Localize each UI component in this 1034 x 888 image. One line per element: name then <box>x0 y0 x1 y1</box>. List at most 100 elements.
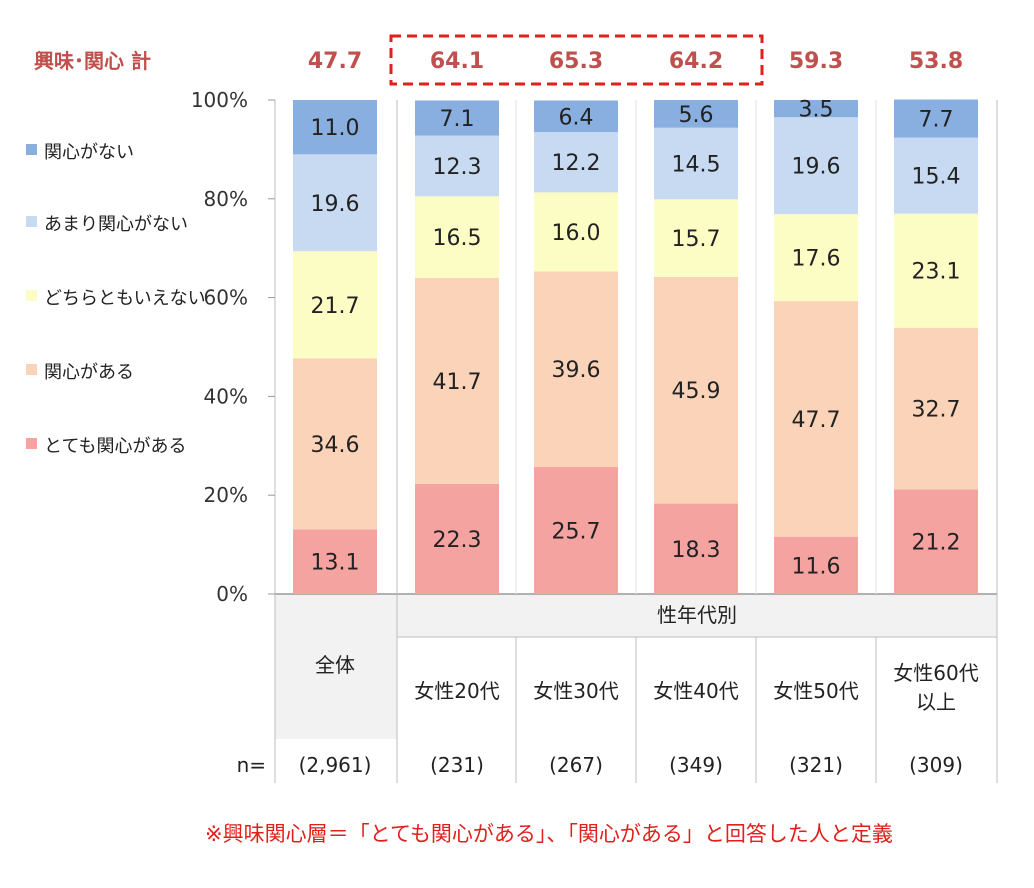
n-value: (321) <box>789 753 843 777</box>
bar-segment <box>415 483 499 594</box>
overall-header-bg <box>275 594 397 739</box>
y-tick-label: 40% <box>204 384 248 408</box>
legend-swatch <box>26 144 37 155</box>
bar-segment <box>894 137 978 214</box>
interest-total-value: 64.1 <box>430 49 484 74</box>
n-value: (231) <box>430 753 484 777</box>
bar-segment <box>894 213 978 328</box>
y-tick-label: 80% <box>204 187 248 211</box>
data-label: 47.7 <box>792 408 841 433</box>
legend-swatch <box>26 216 37 227</box>
data-label: 6.4 <box>559 105 594 130</box>
bar-segment <box>415 135 499 197</box>
bar-segment <box>415 100 499 136</box>
interest-total-value: 65.3 <box>549 49 603 74</box>
bar-segment <box>894 489 978 594</box>
bar-segment <box>654 503 738 594</box>
bar-segment <box>293 251 377 359</box>
data-label: 11.0 <box>311 116 360 141</box>
legend-swatch <box>26 290 37 301</box>
bar-segment <box>293 100 377 155</box>
legend-label: 関心がある <box>44 362 134 383</box>
n-value: (349) <box>669 753 723 777</box>
bar-segment <box>293 529 377 594</box>
interest-total-value: 59.3 <box>789 49 843 74</box>
data-label: 22.3 <box>433 528 482 553</box>
interest-total-value: 47.7 <box>308 49 362 74</box>
bar-segment <box>654 276 738 504</box>
data-label: 45.9 <box>672 379 721 404</box>
data-label: 12.3 <box>433 155 482 180</box>
category-label: 女性40代 <box>653 679 738 703</box>
category-label: 女性50代 <box>773 679 858 703</box>
data-label: 32.7 <box>912 398 961 423</box>
y-tick-label: 60% <box>204 286 248 310</box>
bar-segment <box>415 277 499 484</box>
bar-segment <box>534 132 618 193</box>
data-label: 16.5 <box>433 226 482 251</box>
data-label: 39.6 <box>552 358 601 383</box>
highlight-box <box>389 34 764 86</box>
bar-segment <box>654 199 738 277</box>
bar-segment <box>293 358 377 530</box>
bar-segment <box>774 536 858 594</box>
legend-label: どちらともいえない <box>44 288 206 309</box>
n-value: (267) <box>549 753 603 777</box>
data-label: 13.1 <box>311 551 360 576</box>
data-label: 25.7 <box>552 520 601 545</box>
bar-segment <box>774 100 858 118</box>
category-label: 女性20代 <box>414 679 499 703</box>
legend-label: 関心がない <box>44 142 134 163</box>
bar-segment <box>774 301 858 537</box>
legend-label: あまり関心がない <box>44 214 188 235</box>
data-label: 18.3 <box>672 538 721 563</box>
data-label: 15.7 <box>672 227 721 252</box>
data-label: 7.7 <box>919 108 954 133</box>
data-label: 14.5 <box>672 152 721 177</box>
data-label: 34.6 <box>311 433 360 458</box>
interest-total-value: 53.8 <box>909 49 963 74</box>
bar-segment <box>654 127 738 200</box>
y-tick-label: 20% <box>204 483 248 507</box>
data-label: 11.6 <box>792 554 841 579</box>
data-label: 3.5 <box>799 98 834 123</box>
category-label: 女性60代 <box>893 661 978 685</box>
n-label: n= <box>237 753 266 777</box>
data-label: 41.7 <box>433 370 482 395</box>
legend-label: とても関心がある <box>44 436 187 457</box>
data-label: 19.6 <box>792 155 841 180</box>
data-label: 7.1 <box>440 107 475 132</box>
data-label: 12.2 <box>552 151 601 176</box>
category-label: 以上 <box>916 690 956 714</box>
n-value: (309) <box>909 753 963 777</box>
category-label: 女性30代 <box>533 679 618 703</box>
legend-swatch <box>26 364 37 375</box>
bar-segment <box>534 192 618 272</box>
group-header-bg <box>397 594 997 637</box>
data-label: 19.6 <box>311 192 360 217</box>
y-tick-label: 0% <box>216 582 248 606</box>
data-label: 16.0 <box>552 221 601 246</box>
bar-segment <box>293 154 377 252</box>
n-value: (2,961) <box>299 753 372 777</box>
group-header: 性年代別 <box>657 603 737 627</box>
bar-segment <box>894 327 978 490</box>
data-label: 17.6 <box>792 247 841 272</box>
data-label: 21.2 <box>912 531 961 556</box>
y-tick-label: 100% <box>191 88 248 112</box>
bar-segment <box>894 99 978 138</box>
interest-total-label: 興味･関心 計 <box>34 49 151 73</box>
bar-segment <box>774 214 858 302</box>
bar-segment <box>415 196 499 278</box>
interest-total-value: 64.2 <box>669 49 723 74</box>
bar-segment <box>654 100 738 128</box>
category-label: 全体 <box>315 653 355 677</box>
data-label: 21.7 <box>311 294 360 319</box>
bar-segment <box>534 467 618 594</box>
bar-segment <box>534 100 618 133</box>
footnote: ※興味関心層＝「とても関心がある」、「関心がある」と回答した人と定義 <box>205 822 893 846</box>
bar-segment <box>534 271 618 468</box>
legend-swatch <box>26 438 37 449</box>
data-label: 15.4 <box>912 165 961 190</box>
